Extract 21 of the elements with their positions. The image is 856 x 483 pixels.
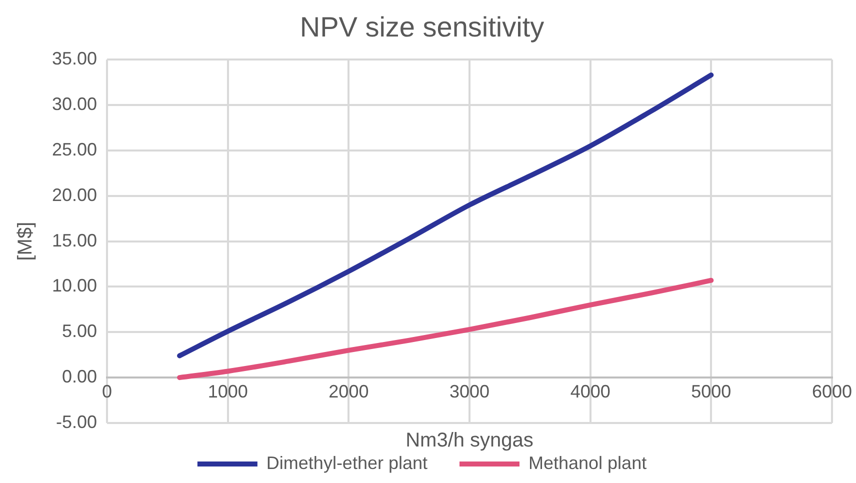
x-tick-label: 2000 — [328, 381, 369, 402]
y-tick-label: 10.00 — [52, 276, 98, 296]
x-tick-label: 0 — [102, 381, 112, 402]
x-tick-label: 6000 — [812, 381, 852, 402]
legend-label: Methanol plant — [528, 452, 647, 473]
y-tick-label: 35.00 — [52, 48, 98, 69]
x-tick-label: 1000 — [208, 381, 248, 402]
y-tick-label: -5.00 — [56, 412, 98, 432]
x-tick-label: 3000 — [449, 381, 490, 402]
y-tick-label: 15.00 — [52, 230, 98, 250]
y-axis-title: [M$] — [14, 222, 37, 261]
y-tick-label: 25.00 — [52, 139, 98, 160]
y-tick-label: 30.00 — [52, 94, 98, 114]
x-tick-label: 5000 — [691, 381, 732, 402]
y-tick-label: 20.00 — [52, 184, 98, 205]
chart-title: NPV size sensitivity — [300, 12, 544, 43]
x-axis-title: Nm3/h syngas — [406, 430, 534, 452]
y-tick-label: 0.00 — [62, 366, 98, 387]
x-tick-label: 4000 — [570, 381, 610, 402]
y-tick-label: 5.00 — [62, 321, 98, 342]
legend-label: Dimethyl-ether plant — [266, 452, 428, 473]
